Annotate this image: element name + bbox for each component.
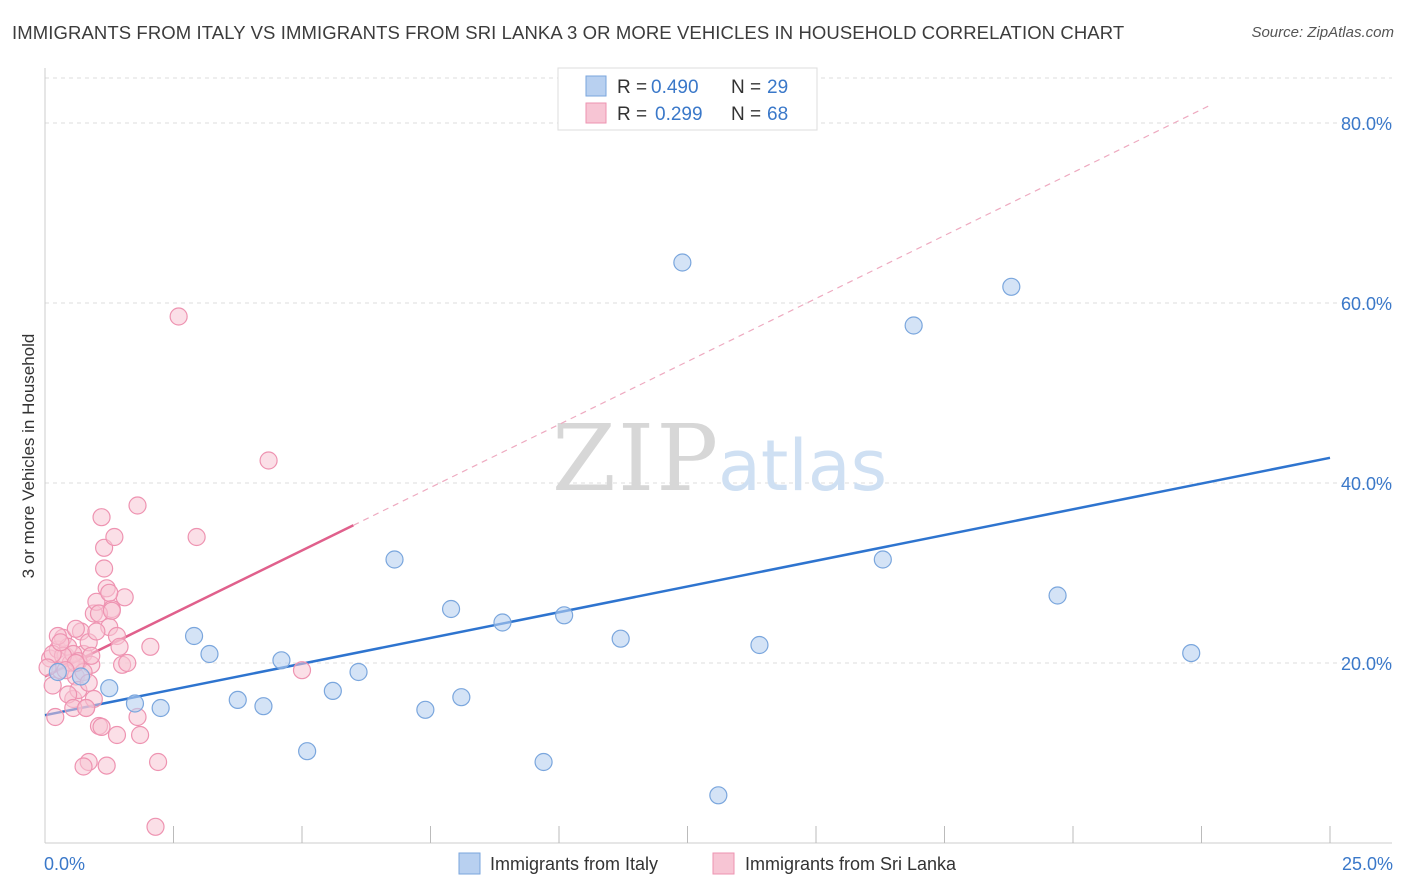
point-italy-5 [200,644,219,664]
legend-italy-n-label: N = [731,77,761,98]
point-italy-7 [254,697,273,716]
y-tick-label-0: 20.0% [1341,654,1392,674]
point-srilanka-20 [92,508,111,527]
point-srilanka-55 [97,756,116,775]
point-italy-26 [1048,586,1067,605]
point-srilanka-39 [95,559,114,578]
y-tick-label-3: 80.0% [1341,114,1392,134]
point-srilanka-56 [74,757,93,776]
x-tick-label-0: 0.0% [44,854,85,874]
point-srilanka-66 [51,633,70,652]
legend: R = 0.490 N = 29 R = 0.299 N = 68 [557,67,818,131]
point-srilanka-29 [115,588,134,607]
axes [44,68,1392,844]
point-srilanka-53 [146,817,165,836]
legend-italy-n-value: 29 [767,77,788,98]
legend-srilanka-r-value: 0.299 [655,104,703,125]
point-italy-8 [272,651,291,670]
x-tick-label-1: 25.0% [1342,854,1393,874]
y-tick-label-1: 40.0% [1341,474,1392,494]
point-italy-25 [1002,277,1021,296]
point-italy-28 [48,662,67,682]
grid-lines [45,77,1392,664]
point-srilanka-47 [169,307,188,326]
point-italy-15 [452,688,471,707]
point-italy-22 [750,635,769,655]
data-points [38,253,1201,836]
point-italy-23 [873,550,892,569]
source-credit: Source: ZipAtlas.com [1251,24,1394,41]
point-srilanka-43 [107,725,127,745]
point-italy-11 [349,662,368,682]
bottom-legend: Immigrants from Italy Immigrants from Sr… [458,852,957,875]
watermark-atlas: atlas [718,425,887,507]
point-srilanka-49 [259,451,278,470]
point-italy-27 [1182,643,1201,663]
point-italy-16 [493,613,512,632]
point-italy-10 [323,681,342,701]
point-italy-19 [611,629,630,648]
bottom-legend-italy: Immigrants from Italy [490,854,658,874]
point-italy-0 [71,667,91,686]
point-italy-4 [184,626,204,646]
point-italy-9 [298,742,317,761]
point-srilanka-57 [92,717,111,737]
trend-extension-srilanka [353,104,1211,526]
legend-italy-r-label: R = [617,77,647,98]
legend-srilanka-n-label: N = [731,104,761,125]
bottom-legend-srilanka: Immigrants from Sri Lanka [745,854,957,874]
point-italy-24 [904,316,923,335]
legend-srilanka-n-value: 68 [767,104,788,125]
point-srilanka-44 [128,496,147,515]
chart-title: IMMIGRANTS FROM ITALY VS IMMIGRANTS FROM… [12,22,1125,43]
point-srilanka-2 [46,707,65,727]
point-srilanka-63 [77,698,96,718]
bottom-legend-swatch-srilanka [712,852,735,875]
point-srilanka-64 [102,601,121,620]
point-srilanka-46 [148,752,168,772]
bottom-legend-swatch-italy [458,852,481,875]
point-srilanka-45 [141,637,160,656]
point-srilanka-52 [130,725,150,745]
point-srilanka-27 [110,637,129,656]
point-srilanka-50 [292,661,312,680]
legend-italy-r-value: 0.490 [651,77,699,98]
point-srilanka-41 [100,583,119,602]
legend-swatch-srilanka [585,102,607,124]
y-tick-labels: 20.0% 40.0% 60.0% 80.0% [1341,114,1392,674]
point-italy-12 [385,550,404,569]
y-axis-label: 3 or more Vehicles in Household [19,334,38,579]
point-srilanka-25 [105,527,124,547]
point-srilanka-35 [87,622,106,641]
x-tick-labels: 0.0% 25.0% [44,854,1393,874]
point-italy-14 [441,599,461,619]
point-italy-17 [534,752,553,772]
point-srilanka-42 [82,646,101,665]
point-italy-21 [709,786,728,805]
point-italy-6 [228,690,247,710]
watermark-zip: ZIP [552,405,720,512]
watermark: ZIP atlas [552,405,887,512]
legend-srilanka-r-label: R = [617,104,647,125]
point-italy-18 [555,606,574,625]
trend-line-italy [44,456,1331,717]
y-tick-label-2: 60.0% [1341,294,1392,314]
point-italy-13 [416,700,435,719]
point-srilanka-65 [118,653,137,673]
point-srilanka-48 [187,527,206,547]
point-srilanka-62 [66,619,85,638]
point-italy-1 [100,679,119,698]
point-italy-3 [151,698,170,718]
point-italy-2 [125,694,145,713]
legend-swatch-italy [585,75,607,97]
point-italy-20 [673,253,692,272]
